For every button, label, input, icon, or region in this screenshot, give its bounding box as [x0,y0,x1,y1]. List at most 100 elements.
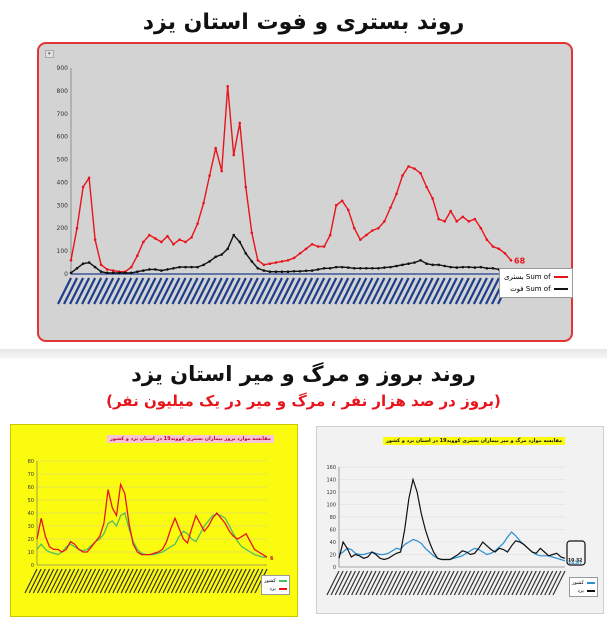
inc-x-tick [108,568,122,594]
hosp-series-1-point [316,268,320,271]
hosp-x-tick [448,277,464,305]
hosp-x-tick [189,277,205,305]
hosp-series-0-point [328,233,332,237]
inc-x-tick [221,568,235,594]
inc-y-tick-label: 80 [28,459,34,465]
inc-x-tick [149,568,163,594]
hosp-series-1-point [280,270,284,274]
hosp-series-1-point [413,261,416,264]
hosp-y-tick-label: 100 [57,248,69,255]
mort-x-tick [347,570,361,596]
hosp-y-tick-label: 300 [57,202,69,209]
hosp-series-1-point [268,270,272,274]
legend-swatch-black-2 [586,590,595,592]
inc-x-tick [216,568,230,594]
legend-label-deaths: Sum of فوت [510,285,551,293]
inc-x-tick [32,568,46,594]
mort-x-tick [388,570,402,596]
hosp-x-tick [304,277,320,305]
mort-x-tick [330,570,344,596]
hosp-series-1-point [473,266,477,269]
inc-x-tick [154,568,168,594]
inc-y-tick-label: 70 [28,472,34,478]
hosp-x-tick [57,277,72,305]
mort-x-tick [367,570,381,596]
hosp-series-1-point [274,270,278,274]
hosp-series-0-point [503,252,507,255]
mort-x-tick [408,570,422,596]
hosp-series-0-point [172,242,175,246]
inc-x-tick [250,568,264,594]
incidence-legend: کشور یزد [261,575,290,595]
hosp-x-tick [111,277,127,305]
hosp-series-0-point [196,222,199,225]
hosp-series-1-point [154,268,157,271]
mort-x-tick [507,570,521,596]
legend-swatch-black [553,288,568,290]
hosp-series-1-point [136,270,139,274]
hosp-y-tick-label: 0 [64,271,68,278]
hosp-x-tick [267,277,283,305]
hosp-series-1-point [190,265,193,269]
legend-swatch-red-2 [278,588,287,590]
hosp-series-1-point [328,266,332,270]
hosp-series-0-point [371,229,374,232]
hosp-x-tick [237,277,253,305]
hosp-x-tick [219,277,235,305]
hosp-series-0-point [75,226,79,230]
inc-x-tick [103,568,117,594]
inc-x-tick [41,568,55,594]
mort-x-tick [503,570,517,596]
hosp-series-0-point [298,252,302,255]
mort-end-label: 14.87 [568,560,582,566]
mort-x-tick [375,570,389,596]
section-divider [0,349,607,359]
legend-swatch-red [553,276,568,278]
inc-series-1-line [36,482,268,558]
hosp-x-tick [370,277,386,305]
inc-x-tick [124,568,138,594]
inc-y-tick-label: 0 [31,563,34,569]
mort-x-tick [379,570,393,596]
hosp-series-0-line [70,86,512,273]
hosp-x-tick [328,277,344,305]
hosp-y-tick-label: 700 [57,111,69,118]
inc-x-tick [57,568,71,594]
hosp-x-tick [352,277,368,305]
mort-x-tick [523,570,537,596]
mort-x-tick [527,570,541,596]
hosp-series-0-point [81,185,85,189]
hosp-series-1-point [202,263,205,267]
hosp-x-tick [183,277,199,305]
chart-filter-tag: ▾ [45,50,54,58]
mort-x-tick [474,570,488,596]
hosp-x-tick [195,277,211,305]
mort-series-1-line [338,477,566,561]
inc-x-tick [99,568,113,594]
hosp-series-1-point [371,266,374,270]
mort-y-tick-label: 60 [330,528,336,534]
legend-item-country: کشور [264,577,287,585]
mort-x-tick [490,570,504,596]
hosp-series-0-point [346,208,350,212]
hosp-series-0-point [467,220,471,223]
mort-y-tick-label: 20 [330,553,336,559]
hosp-series-1-point [491,266,495,270]
hosp-series-1-point [87,261,91,264]
hosp-series-1-point [69,271,73,275]
mort-x-tick [499,570,513,596]
hosp-series-0-point [340,199,344,203]
hosp-series-0-point [111,269,115,272]
mort-x-tick [412,570,426,596]
inc-y-tick-label: 50 [28,498,34,504]
hosp-series-1-point [449,265,453,269]
inc-x-tick [74,568,88,594]
inc-x-tick [191,568,205,594]
mort-x-tick [482,570,496,596]
inc-y-tick-label: 30 [28,524,34,530]
inc-x-tick [145,568,159,594]
mort-x-tick [371,570,385,596]
hosp-series-0-point [136,254,139,257]
hosp-x-tick [424,277,440,305]
hosp-series-1-point [377,266,380,270]
